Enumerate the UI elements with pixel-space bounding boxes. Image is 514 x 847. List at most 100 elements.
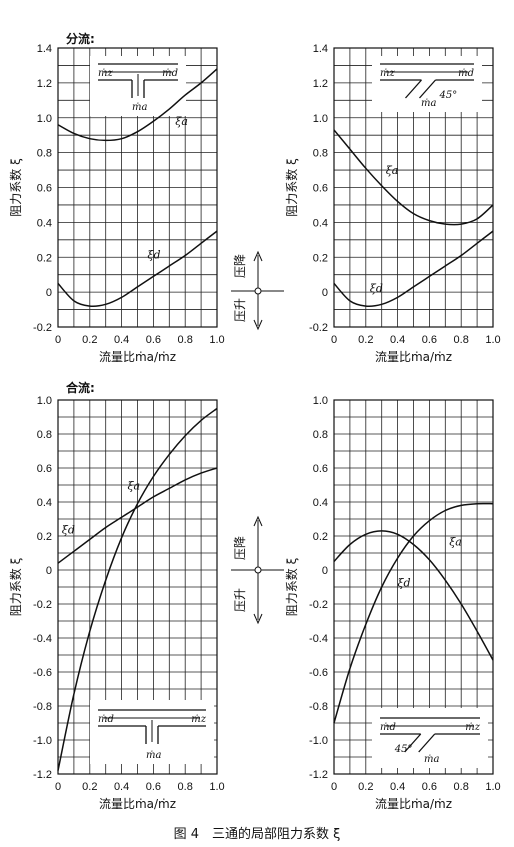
inflow-label: ṁd (380, 722, 396, 733)
y-tick-label: 0 (46, 565, 52, 577)
pipe-wall (404, 733, 422, 753)
y-tick-label: 1.2 (313, 78, 328, 90)
series-line-2 (333, 230, 494, 308)
plot-frame (333, 399, 494, 775)
pipe-wall (418, 733, 436, 753)
y-tick-label: -1.0 (309, 735, 328, 747)
series-line-1 (333, 129, 494, 226)
x-tick-label: 1.0 (485, 781, 500, 793)
y-tick-label: -0.6 (309, 667, 328, 679)
y-tick-label: -0.6 (33, 667, 52, 679)
x-axis-label: 流量比ṁa/ṁz (375, 350, 452, 364)
x-tick-label: 0.4 (114, 781, 129, 793)
series-line-1 (57, 68, 218, 142)
y-tick-label: -0.4 (309, 633, 328, 645)
y-tick-label: 0.6 (37, 463, 52, 475)
y-tick-label: -0.8 (309, 701, 328, 713)
pipe-wall (405, 79, 422, 99)
y-tick-label: -0.4 (33, 633, 52, 645)
series-line-1 (333, 530, 494, 661)
y-tick-label: 1.0 (313, 395, 328, 407)
y-tick-label: -0.8 (33, 701, 52, 713)
section-title-merge: 合流: (66, 380, 95, 395)
x-tick-label: 0.4 (114, 334, 129, 346)
x-tick-label: 0 (331, 334, 337, 346)
pipe-wall (419, 79, 436, 99)
y-tick-label: 0.8 (313, 429, 328, 441)
x-tick-label: 1.0 (209, 781, 224, 793)
branch-flow-label: ṁa (146, 750, 161, 761)
x-tick-label: 0.8 (454, 334, 469, 346)
branch-flow-label: ṁa (421, 98, 436, 109)
branch-angle: 45° (394, 744, 413, 755)
pressure-drop-label-bottom: 压降 (233, 536, 247, 560)
x-tick-label: 0.6 (146, 334, 161, 346)
x-tick-label: 0.2 (82, 334, 97, 346)
chart-split-straight: -0.200.20.40.60.81.01.21.40 0.2 0.4 0.6 0.8 1… (8, 43, 225, 364)
y-tick-label: 0.2 (313, 531, 328, 543)
chart-merge-45: -1.2 -1.0 -0.8 -0.6 -0.4 -0.2 0 0.2 0.4 0.6 0.8 1.0… (284, 395, 501, 811)
series-line-2 (57, 230, 218, 308)
x-axis-label: 流量比ṁa/ṁz (375, 797, 452, 811)
y-tick-label: 0.6 (37, 183, 52, 195)
series-label: ξa (449, 535, 462, 548)
y-tick-label: 1.0 (37, 113, 52, 125)
y-tick-label: 0 (322, 287, 328, 299)
y-tick-label: 0.8 (313, 148, 328, 160)
y-tick-label: 0.4 (313, 217, 328, 229)
x-tick-label: 1.0 (485, 334, 500, 346)
plot-frame (57, 47, 218, 328)
series-label: ξa (128, 480, 141, 493)
chart-split-45: -0.200.20.40.60.81.01.21.40 0.2 0.4 0.6 0.8 1… (284, 43, 501, 364)
series-label: ξd (147, 248, 160, 261)
series-label: ξa (386, 164, 399, 177)
y-tick-label: 0.6 (313, 183, 328, 195)
y-tick-label: -1.2 (33, 769, 52, 781)
y-tick-label: -0.2 (33, 322, 52, 334)
inflow-label: ṁz (98, 68, 113, 79)
y-tick-label: 0.2 (37, 531, 52, 543)
outflow-label: ṁd (162, 68, 178, 79)
branch-angle: 45° (439, 90, 458, 101)
y-tick-label: 0 (322, 565, 328, 577)
x-tick-label: 0.2 (358, 781, 373, 793)
y-tick-label: 0.8 (37, 148, 52, 160)
series-label: ξd (398, 577, 411, 590)
y-axis-label: 阻力系数 ξ (8, 558, 23, 617)
x-tick-label: 0.6 (422, 781, 437, 793)
y-tick-label: -1.0 (33, 735, 52, 747)
y-axis-label: 阻力系数 ξ (284, 558, 299, 617)
outflow-label: ṁz (191, 714, 206, 725)
y-axis-label: 阻力系数 ξ (284, 158, 299, 217)
x-tick-label: 0.8 (178, 334, 193, 346)
pressure-drop-label-top: 压降 (233, 254, 247, 278)
x-tick-label: 0.2 (82, 781, 97, 793)
y-tick-label: 0.6 (313, 463, 328, 475)
series-label: ξd (62, 523, 75, 536)
series-line-2 (57, 407, 218, 771)
tee-inset: ṁz ṁd ṁa (90, 56, 186, 116)
x-tick-label: 0.6 (422, 334, 437, 346)
plot-frame (333, 47, 494, 328)
y-tick-label: 0.4 (37, 497, 52, 509)
y-tick-label: -1.2 (309, 769, 328, 781)
y-tick-label: -0.2 (309, 599, 328, 611)
x-axis-label: 流量比ṁa/ṁz (99, 350, 176, 364)
x-tick-label: 0.8 (178, 781, 193, 793)
y-tick-label: 0.2 (313, 252, 328, 264)
chart-merge-straight: -1.2 -1.0 -0.8 -0.6 -0.4 -0.2 0 0.2 0.4 0.6 0.8 1.0… (8, 395, 225, 811)
series-line-2 (333, 502, 494, 724)
x-tick-label: 0.4 (390, 781, 405, 793)
series-line-1 (57, 467, 218, 564)
branch-flow-label: ṁa (132, 102, 147, 113)
tee-inset: 45° ṁz ṁd ṁa (372, 56, 482, 112)
outflow-label: ṁz (465, 722, 480, 733)
x-tick-label: 0 (331, 781, 337, 793)
pressure-indicator-bottom: 压降 压升 (231, 515, 284, 625)
plot-frame (57, 399, 218, 775)
y-tick-label: 0.2 (37, 252, 52, 264)
inset-bg (372, 56, 482, 112)
inflow-label: ṁd (98, 714, 114, 725)
outflow-label: ṁd (458, 68, 474, 79)
